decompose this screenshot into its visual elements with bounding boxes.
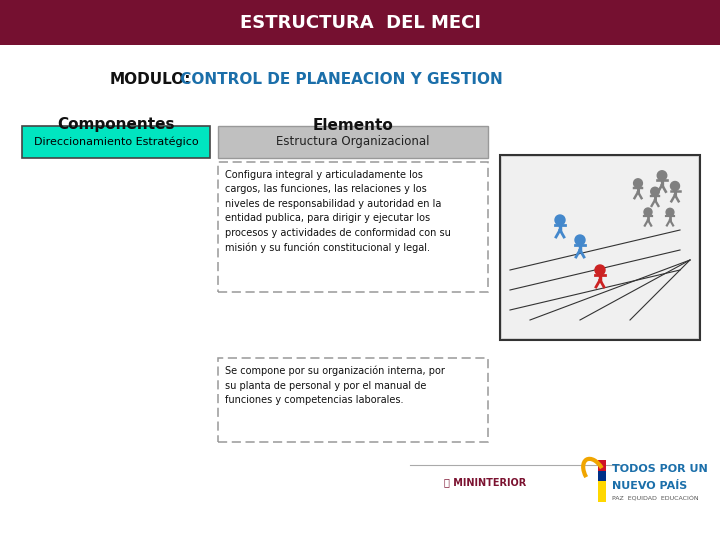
Circle shape (555, 215, 565, 225)
Circle shape (634, 179, 642, 187)
FancyBboxPatch shape (218, 358, 488, 442)
Text: TODOS POR UN: TODOS POR UN (612, 464, 708, 474)
Circle shape (670, 181, 680, 191)
Text: MODULO:: MODULO: (110, 72, 192, 87)
FancyBboxPatch shape (502, 157, 698, 338)
Circle shape (595, 265, 605, 275)
Text: Se compone por su organización interna, por
su planta de personal y por el manua: Se compone por su organización interna, … (225, 366, 445, 406)
Text: NUEVO PAÍS: NUEVO PAÍS (612, 481, 688, 491)
FancyBboxPatch shape (598, 470, 606, 481)
Text: Estructura Organizacional: Estructura Organizacional (276, 136, 430, 148)
FancyBboxPatch shape (598, 481, 606, 502)
FancyBboxPatch shape (218, 126, 488, 158)
FancyBboxPatch shape (218, 162, 488, 292)
Text: Elemento: Elemento (312, 118, 393, 132)
Text: PAZ  EQUIDAD  EDUCACIÓN: PAZ EQUIDAD EDUCACIÓN (612, 496, 698, 501)
Circle shape (666, 208, 674, 216)
FancyBboxPatch shape (0, 0, 720, 45)
Text: CONTROL DE PLANEACION Y GESTION: CONTROL DE PLANEACION Y GESTION (175, 72, 503, 87)
FancyBboxPatch shape (22, 126, 210, 158)
Text: Direccionamiento Estratégico: Direccionamiento Estratégico (34, 137, 198, 147)
FancyBboxPatch shape (500, 155, 700, 340)
Circle shape (644, 208, 652, 216)
Circle shape (657, 171, 667, 180)
Circle shape (651, 187, 660, 195)
Text: Configura integral y articuladamente los
cargos, las funciones, las relaciones y: Configura integral y articuladamente los… (225, 170, 451, 253)
Text: Ⓜ MININTERIOR: Ⓜ MININTERIOR (444, 477, 526, 487)
FancyBboxPatch shape (598, 460, 606, 470)
Circle shape (575, 235, 585, 245)
Text: ESTRUCTURA  DEL MECI: ESTRUCTURA DEL MECI (240, 14, 480, 31)
Text: Componentes: Componentes (58, 118, 175, 132)
